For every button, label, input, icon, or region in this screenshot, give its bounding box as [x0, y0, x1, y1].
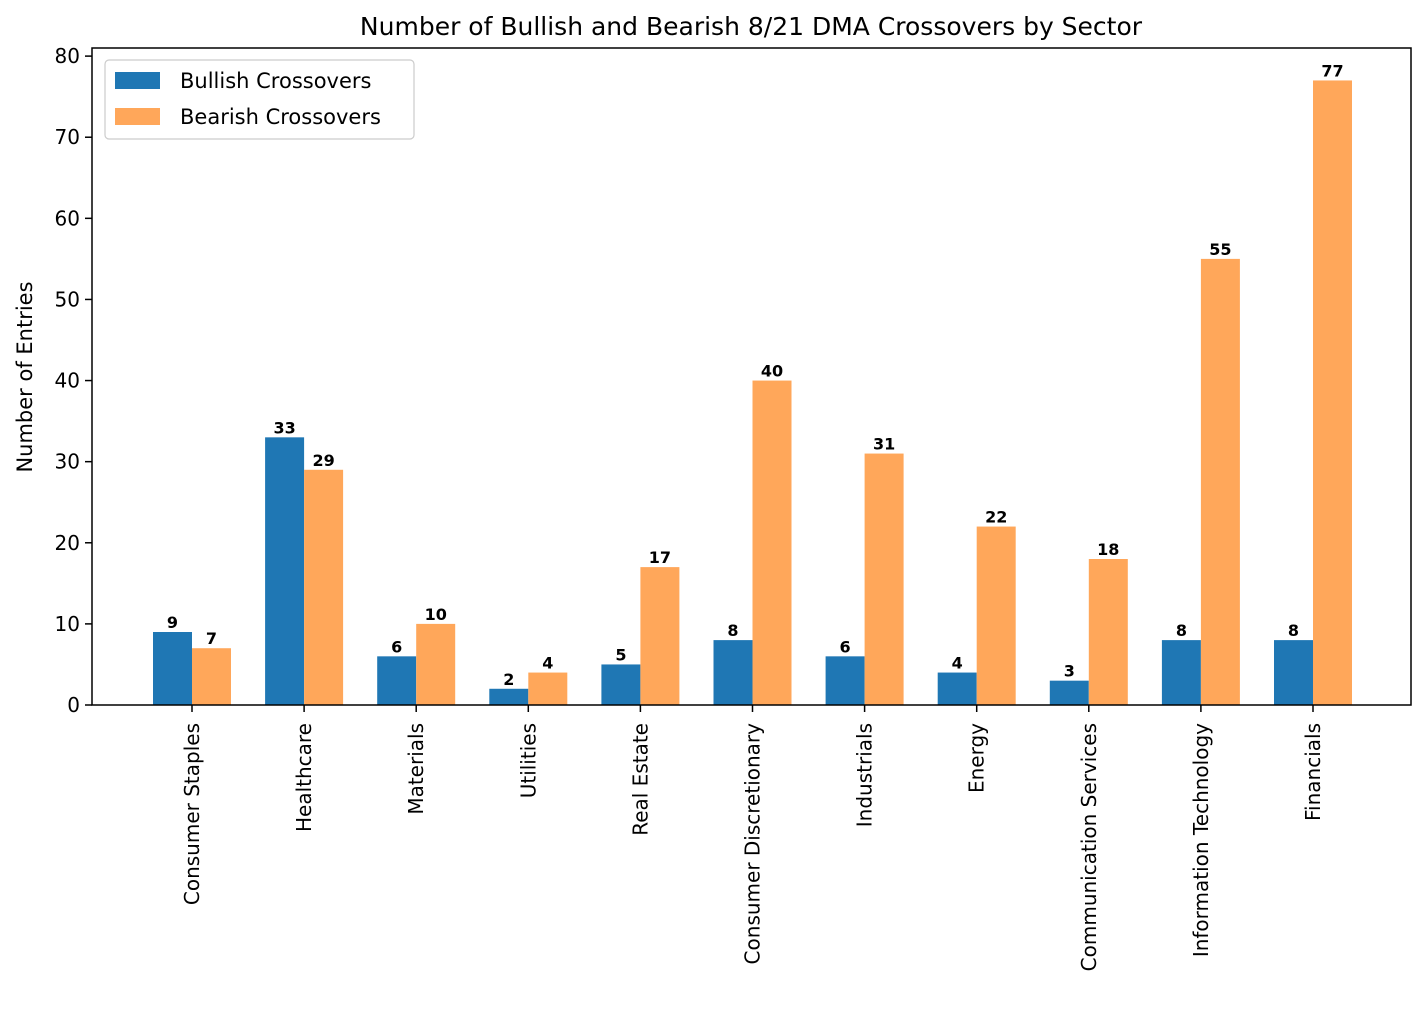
y-axis: 0 10 20 30 40 50 60 70 80	[55, 44, 92, 717]
bar-bearish	[1088, 559, 1128, 705]
bar-bullish	[377, 656, 417, 705]
legend-box	[104, 59, 415, 140]
x-category-label: Energy	[965, 723, 989, 793]
y-tick-label: 40	[55, 369, 80, 393]
data-label-bullish: 33	[273, 418, 295, 437]
x-axis: Consumer Staples Healthcare Materials Utili…	[180, 705, 1325, 971]
x-category-label: Consumer Staples	[180, 723, 204, 905]
y-tick-label: 70	[55, 125, 80, 149]
x-category-label: Financials	[1301, 723, 1325, 821]
bar-bearish	[1313, 80, 1352, 705]
bar-bearish	[864, 453, 904, 705]
data-label-bullish: 3	[1064, 662, 1075, 681]
data-label-bearish: 4	[542, 654, 553, 673]
x-category-label: Industrials	[853, 723, 877, 827]
bar-bullish	[937, 672, 977, 705]
data-label-bearish: 40	[761, 362, 783, 381]
y-tick-label: 60	[55, 206, 80, 230]
data-label-bullish: 8	[727, 621, 738, 640]
bar-bullish	[153, 632, 192, 705]
plot-area-frame	[91, 47, 1412, 706]
bar-bearish	[1200, 258, 1240, 705]
legend-swatch-bullish	[115, 72, 160, 89]
x-category-label: Materials	[404, 723, 428, 815]
y-tick-label: 0	[67, 693, 80, 717]
data-labels-group: 9 7 33 29 6 10 2 4 5 17 8 40 6 31 4 22 3 18 8 55 8 77	[167, 61, 1344, 688]
bars-group	[153, 80, 1352, 705]
data-label-bearish: 29	[312, 451, 334, 470]
bar-bullish	[265, 437, 305, 705]
legend-swatch-bearish	[115, 108, 160, 125]
data-label-bullish: 6	[840, 637, 851, 656]
bar-bearish	[528, 672, 568, 705]
bar-bullish	[825, 656, 865, 705]
bar-bullish	[1161, 640, 1201, 705]
data-label-bullish: 8	[1288, 621, 1299, 640]
y-axis-label: Number of Entries	[13, 281, 37, 472]
bar-bearish	[976, 526, 1016, 705]
y-tick-label: 20	[55, 531, 80, 555]
data-label-bearish: 77	[1321, 61, 1343, 80]
x-category-label: Consumer Discretionary	[741, 723, 765, 965]
x-category-label: Utilities	[516, 723, 540, 798]
data-label-bearish: 31	[873, 435, 895, 454]
bar-bearish	[752, 380, 792, 705]
bar-bullish	[489, 688, 529, 705]
x-category-label: Real Estate	[628, 723, 652, 836]
data-label-bullish: 9	[167, 613, 178, 632]
bar-bullish	[1049, 680, 1089, 705]
data-label-bearish: 18	[1097, 540, 1119, 559]
x-category-label: Communication Services	[1077, 723, 1101, 971]
y-tick-label: 30	[55, 450, 80, 474]
data-label-bullish: 5	[615, 645, 626, 664]
legend: Bullish Crossovers Bearish Crossovers	[104, 59, 415, 140]
data-label-bullish: 4	[952, 654, 963, 673]
legend-label-bearish: Bearish Crossovers	[180, 105, 381, 129]
data-label-bearish: 55	[1209, 240, 1231, 259]
bar-bearish	[416, 623, 456, 705]
data-label-bullish: 8	[1176, 621, 1187, 640]
data-label-bearish: 7	[206, 629, 217, 648]
bar-bearish	[192, 648, 231, 705]
bar-bullish	[601, 664, 641, 705]
data-label-bearish: 17	[649, 548, 671, 567]
x-category-label: Information Technology	[1189, 723, 1213, 957]
bar-bearish	[640, 567, 680, 705]
y-tick-label: 80	[55, 44, 80, 68]
bar-bullish	[1274, 640, 1313, 705]
y-tick-label: 10	[55, 612, 80, 636]
x-category-label: Healthcare	[292, 723, 316, 832]
data-label-bearish: 22	[985, 508, 1007, 527]
legend-label-bullish: Bullish Crossovers	[180, 69, 371, 93]
data-label-bullish: 2	[503, 670, 514, 689]
chart-title: Number of Bullish and Bearish 8/21 DMA C…	[360, 12, 1143, 41]
data-label-bullish: 6	[391, 637, 402, 656]
data-label-bearish: 10	[425, 605, 447, 624]
y-tick-label: 50	[55, 287, 80, 311]
bar-bullish	[713, 640, 753, 705]
bar-bearish	[304, 469, 344, 705]
